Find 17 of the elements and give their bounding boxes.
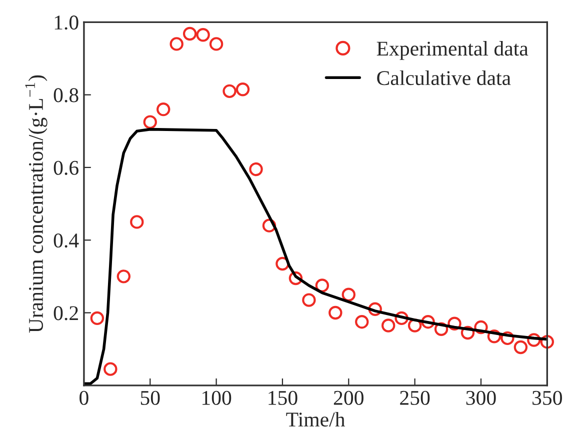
y-axis-title: Uranium concentration/(g·L$^{−1}$) bbox=[25, 75, 48, 333]
x-axis-title: Time/h bbox=[286, 412, 346, 427]
legend-label: Calculative data bbox=[377, 70, 511, 86]
x-tick-label: 300 bbox=[466, 390, 496, 405]
x-tick-label: 150 bbox=[268, 390, 298, 405]
y-tick-label: 0.4 bbox=[54, 233, 79, 248]
x-tick-label: 200 bbox=[334, 390, 364, 405]
x-tick-label: 100 bbox=[202, 390, 232, 405]
legend-label: Experimental data bbox=[376, 41, 528, 60]
y-tick-label: 0.6 bbox=[54, 160, 78, 175]
y-tick-label: 0.2 bbox=[54, 306, 78, 320]
y-tick-label: 1.0 bbox=[54, 16, 78, 30]
x-tick-label: 50 bbox=[140, 390, 160, 405]
x-tick-label: 350 bbox=[532, 390, 562, 405]
y-tick-label: 0.8 bbox=[54, 88, 78, 102]
x-tick-label: 0 bbox=[80, 390, 88, 405]
x-tick-label: 250 bbox=[400, 390, 430, 405]
